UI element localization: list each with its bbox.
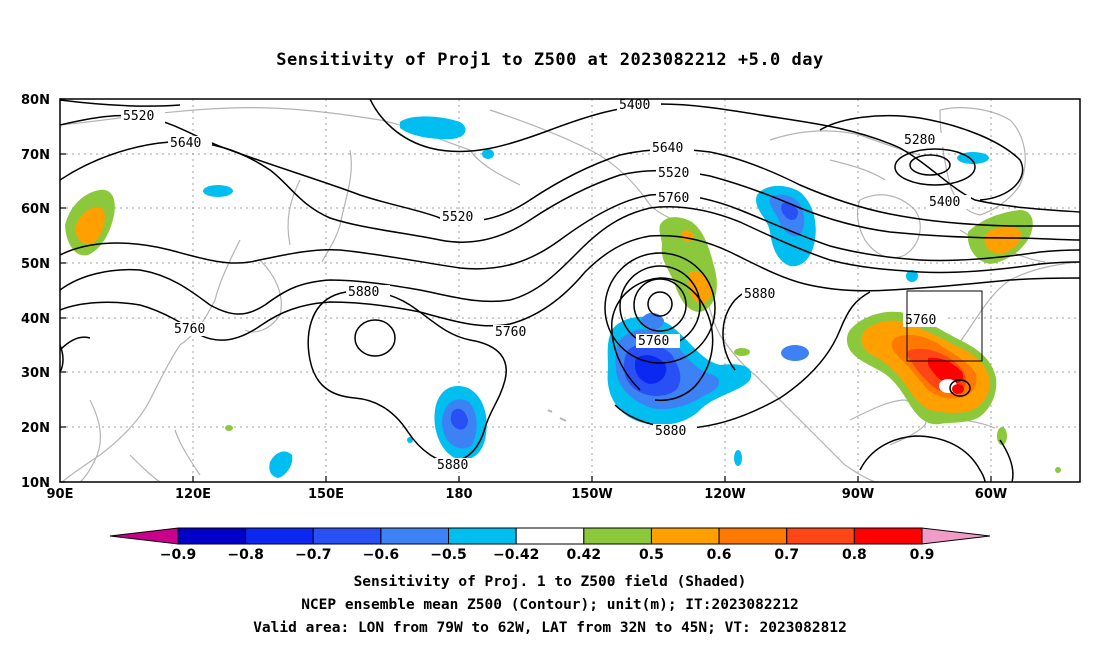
colorbar-label: 0.5 bbox=[639, 547, 664, 563]
contour-labels: 5520 5640 5400 5520 5640 5760 5280 5400 … bbox=[121, 98, 971, 473]
contour-label: 5520 bbox=[442, 210, 473, 225]
valid-area-box bbox=[906, 290, 983, 362]
footer-line-3: Valid area: LON from 79W to 62W, LAT fro… bbox=[253, 620, 847, 636]
colorbar-swatch bbox=[177, 527, 247, 545]
contour-label: 5760 bbox=[905, 313, 936, 328]
colorbar-label: 0.42 bbox=[567, 547, 602, 563]
lat-label: 80N bbox=[21, 93, 50, 108]
axis-ticks bbox=[60, 98, 992, 483]
negative-sensitivity-region bbox=[400, 116, 466, 140]
lon-label: 90W bbox=[842, 487, 874, 502]
plot-title: Sensitivity of Proj1 to Z500 at 20230822… bbox=[276, 50, 824, 70]
latitude-labels: 80N 70N 60N 50N 40N 30N 20N 10N bbox=[21, 93, 50, 491]
colorbar-swatch bbox=[718, 527, 788, 545]
colorbar-max-arrow bbox=[921, 527, 991, 545]
contour-label: 5520 bbox=[123, 109, 154, 124]
colorbar-swatch bbox=[245, 527, 314, 545]
lon-label: 150W bbox=[571, 487, 612, 502]
colorbar-label: 0.9 bbox=[910, 547, 935, 563]
colorbar-swatch bbox=[583, 527, 652, 545]
colorbar-swatch bbox=[853, 527, 923, 545]
lon-label: 120E bbox=[175, 487, 211, 502]
colorbar-label: 0.7 bbox=[774, 547, 799, 563]
footer-line-1: Sensitivity of Proj. 1 to Z500 field (Sh… bbox=[353, 574, 747, 590]
lat-label: 10N bbox=[21, 476, 50, 491]
colorbar: −0.9 −0.8 −0.7 −0.6 −0.5 −0.42 0.42 0.5 0.6 0.7 0.… bbox=[109, 527, 991, 563]
lon-label: 120W bbox=[704, 487, 745, 502]
contour-label: 5880 bbox=[655, 424, 686, 439]
contour-label: 5880 bbox=[348, 285, 379, 300]
colorbar-swatch bbox=[786, 527, 855, 545]
map-frame bbox=[59, 98, 1081, 483]
colorbar-label: 0.6 bbox=[707, 547, 732, 563]
colorbar-swatch bbox=[312, 527, 382, 545]
longitude-labels: 90E 120E 150E 180 150W 120W 90W 60W bbox=[47, 487, 1008, 502]
contour-label: 5880 bbox=[437, 458, 468, 473]
colorbar-label: −0.9 bbox=[160, 547, 197, 563]
colorbar-swatch bbox=[515, 527, 585, 545]
colorbar-label: 0.8 bbox=[842, 547, 867, 563]
contour-label: 5400 bbox=[619, 98, 650, 113]
colorbar-swatch bbox=[448, 527, 517, 545]
contour-label: 5760 bbox=[174, 322, 205, 337]
contour-label: 5280 bbox=[904, 133, 935, 148]
lon-label: 60W bbox=[975, 487, 1007, 502]
colorbar-min-arrow bbox=[109, 527, 179, 545]
lat-label: 20N bbox=[21, 421, 50, 436]
colorbar-label: −0.6 bbox=[363, 547, 400, 563]
footer-line-2: NCEP ensemble mean Z500 (Contour); unit(… bbox=[301, 597, 799, 613]
lon-label: 180 bbox=[445, 487, 472, 502]
lat-label: 40N bbox=[21, 312, 50, 327]
colorbar-label: −0.42 bbox=[493, 547, 539, 563]
colorbar-swatch bbox=[380, 527, 450, 545]
colorbar-label: −0.8 bbox=[227, 547, 264, 563]
colorbar-label: −0.7 bbox=[295, 547, 332, 563]
contour-label: 5760 bbox=[495, 325, 526, 340]
contour-label: 5640 bbox=[652, 141, 683, 156]
lon-label: 90E bbox=[47, 487, 74, 502]
lat-label: 70N bbox=[21, 148, 50, 163]
contour-label: 5520 bbox=[658, 166, 689, 181]
contour-label: 5880 bbox=[744, 287, 775, 302]
colorbar-swatch bbox=[650, 527, 720, 545]
lon-label: 150E bbox=[308, 487, 344, 502]
lat-label: 50N bbox=[21, 257, 50, 272]
contour-label: 5400 bbox=[929, 195, 960, 210]
lat-label: 30N bbox=[21, 366, 50, 381]
contour-label: 5760 bbox=[638, 334, 669, 349]
sensitivity-shading bbox=[65, 116, 1061, 478]
colorbar-label: −0.5 bbox=[430, 547, 467, 563]
contour-label: 5760 bbox=[658, 191, 689, 206]
lat-label: 60N bbox=[21, 202, 50, 217]
contour-label: 5640 bbox=[170, 136, 201, 151]
